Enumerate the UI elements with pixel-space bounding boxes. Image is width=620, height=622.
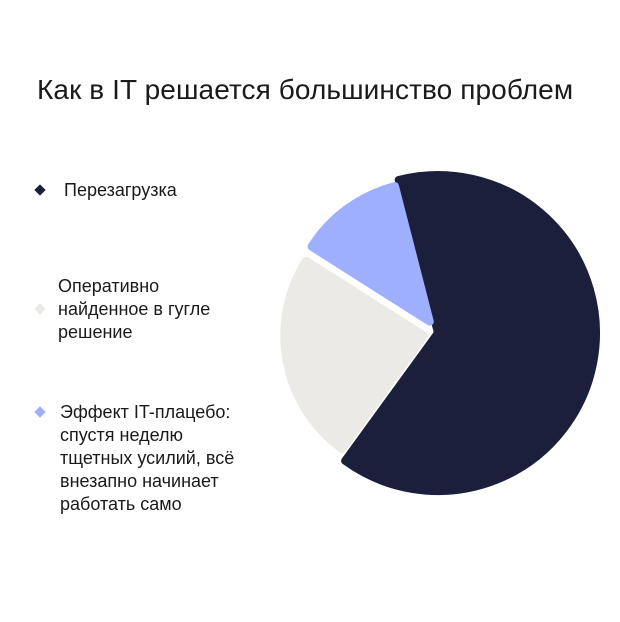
pie-slice-restart (341, 171, 600, 495)
legend-item-placebo: Эффект IT-плацебо: спустя неделю тщетных… (34, 401, 235, 516)
pie-slice-placebo (307, 182, 434, 326)
legend-label-restart: Перезагрузка (64, 180, 177, 200)
chart-title: Как в IT решается большинство проблем (37, 74, 574, 105)
legend-item-restart: Перезагрузка (34, 179, 177, 202)
legend-item-google: Оперативно найденное в гугле решение (34, 275, 211, 344)
pie-slice-google (280, 256, 429, 453)
legend-label-placebo: Эффект IT-плацебо: спустя неделю тщетных… (60, 402, 235, 514)
legend-label-google: Оперативно найденное в гугле решение (58, 276, 211, 342)
